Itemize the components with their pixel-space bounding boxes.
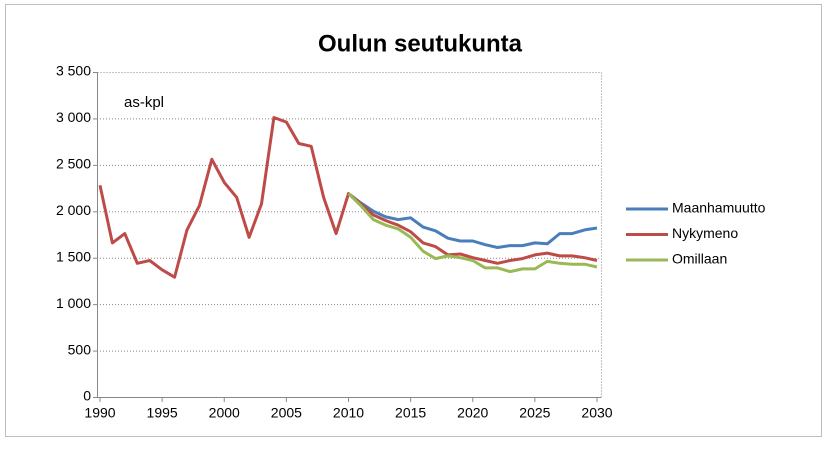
y-tick-label: 0 (83, 388, 91, 404)
chart-title: Oulun seutukunta (318, 30, 523, 57)
x-tick-label: 2020 (457, 405, 488, 421)
x-tick-label: 1995 (147, 405, 178, 421)
legend-label: Omillaan (672, 251, 727, 267)
x-tick-label: 1990 (84, 405, 115, 421)
y-tick-label: 1 000 (56, 295, 91, 311)
y-tick-label: 2 000 (56, 202, 91, 218)
legend-label: Maanhamuutto (672, 200, 766, 216)
x-tick-label: 2005 (271, 405, 302, 421)
y-tick-label: 500 (68, 341, 92, 357)
x-tick-label: 2030 (581, 405, 612, 421)
y-tick-label: 1 500 (56, 248, 91, 264)
legend-label: Nykymeno (672, 225, 738, 241)
annotation: as-kpl (124, 94, 164, 111)
y-tick-label: 3 500 (56, 63, 91, 79)
y-tick-label: 2 500 (56, 156, 91, 172)
y-tick-label: 3 000 (56, 109, 91, 125)
x-tick-label: 2015 (395, 405, 426, 421)
line-series (347, 192, 598, 249)
line-series (347, 192, 598, 274)
x-tick-label: 2000 (209, 405, 240, 421)
x-tick-label: 2025 (519, 405, 550, 421)
x-tick-label: 2010 (333, 405, 364, 421)
